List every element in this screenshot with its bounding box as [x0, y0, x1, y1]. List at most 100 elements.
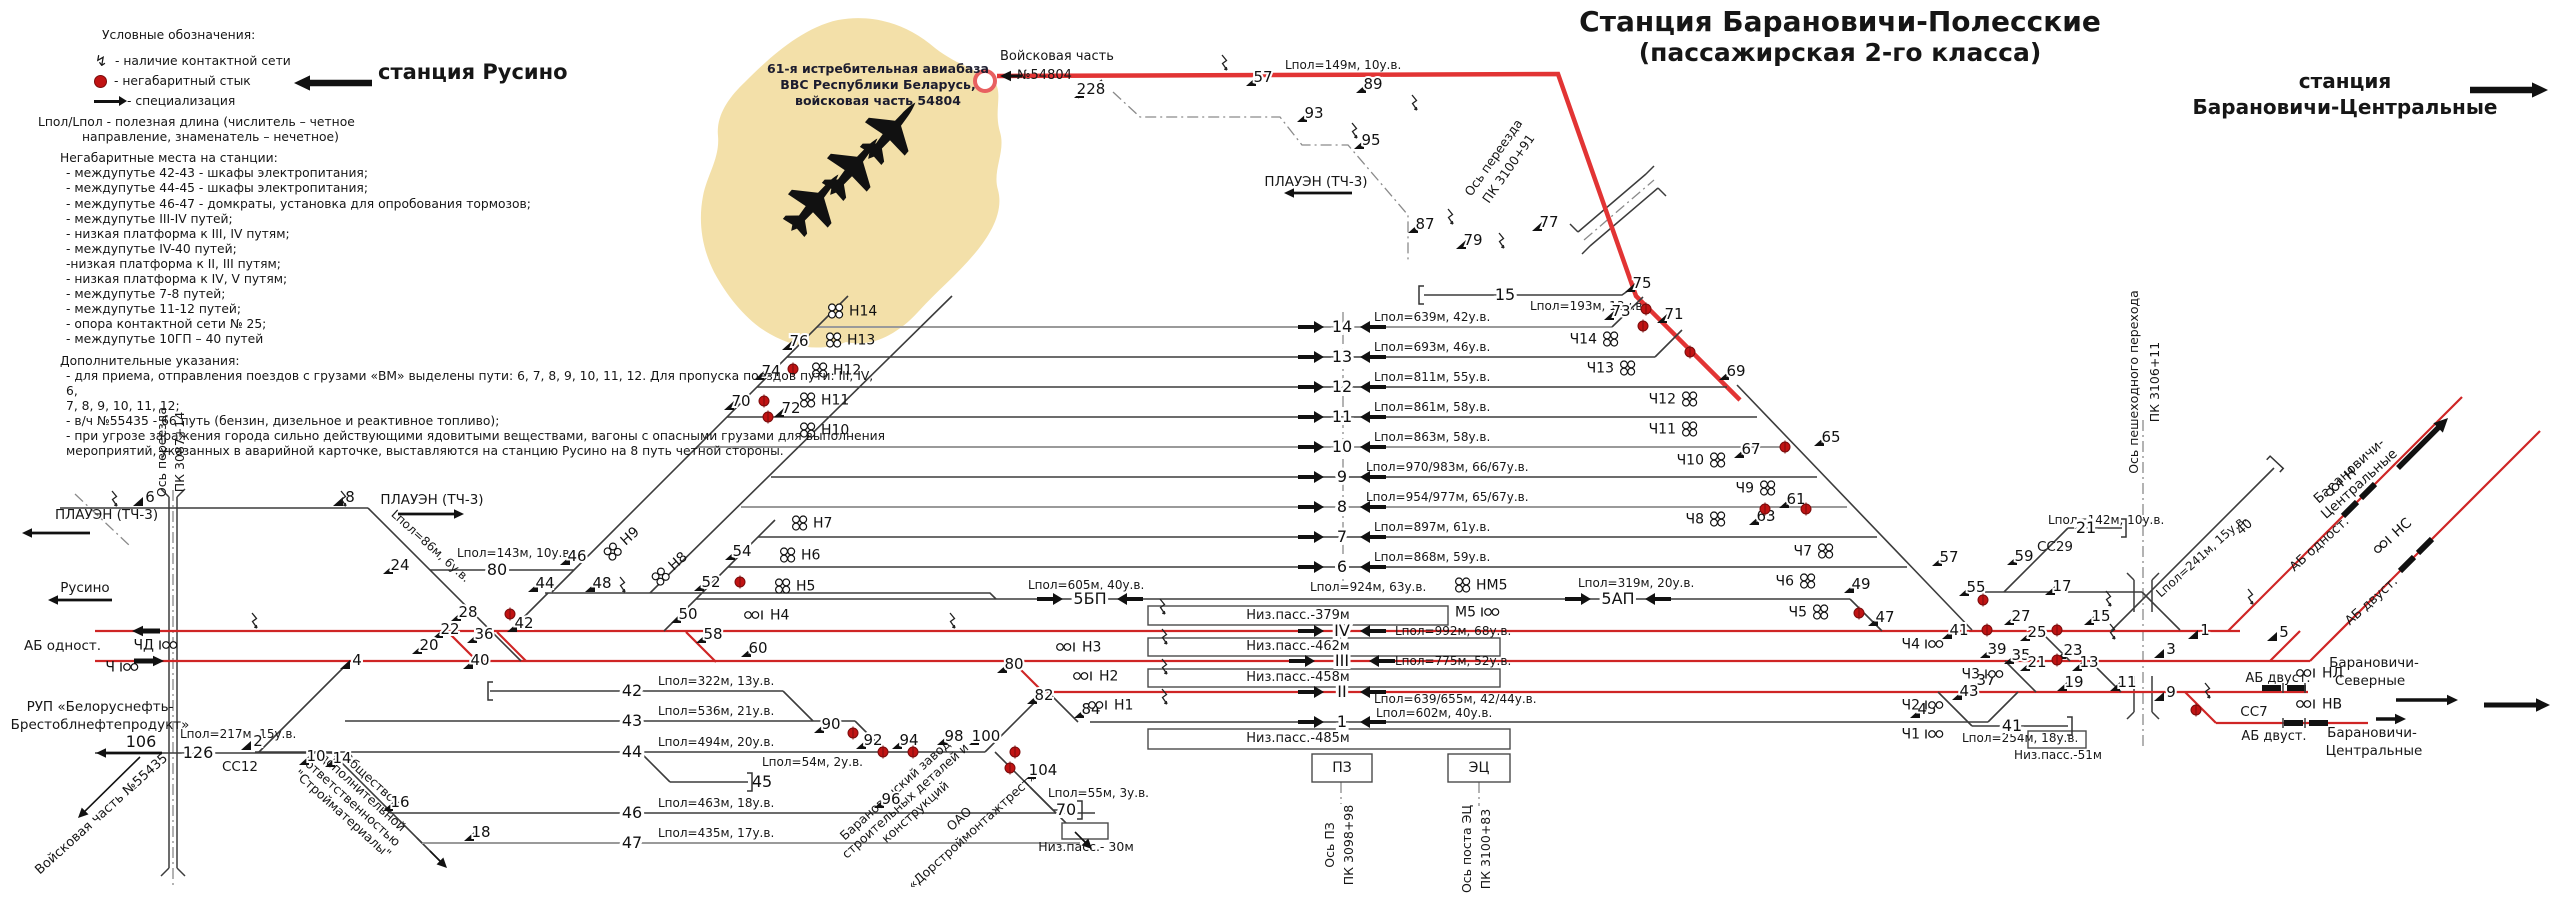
signal-lens-icon: [1454, 584, 1464, 593]
switch-number: 55: [1966, 578, 1985, 596]
signal-lens-icon: [835, 310, 844, 319]
contact-wire-icon: [1161, 658, 1168, 675]
spec-arrow-right-icon: [1298, 471, 1324, 483]
switch-number: 14: [332, 749, 351, 767]
switch-number: 69: [1726, 362, 1745, 380]
switch-number: 60: [748, 639, 767, 657]
signal-lens-icon: [1709, 511, 1719, 520]
contact-wire-icon: [1411, 94, 1418, 111]
switch-number: 4: [352, 651, 362, 669]
signal-lens-icon: [782, 585, 791, 594]
track-number: 7: [1337, 527, 1347, 546]
signal-label: Н4: [770, 608, 790, 624]
signal-lens-icon: [1619, 367, 1629, 376]
legend-item: - междупутье 10ГП – 40 путей: [66, 332, 264, 347]
signal-lens-icon: [123, 663, 131, 671]
signal-icon: Ч7: [1793, 543, 1834, 560]
signal-lens-icon: [169, 641, 178, 649]
switch-mark: [1779, 499, 1789, 508]
track-number: 6: [1337, 557, 1347, 576]
level-crossing-left: [160, 488, 186, 877]
signal-label: Ч8: [1685, 512, 1704, 528]
switch-number: 25: [2027, 623, 2046, 641]
diagram-label: Lпол=322м, 13у.в.: [658, 674, 774, 688]
switch-mark: [1297, 113, 1307, 122]
dwarf-signal-icon: Ч2: [1901, 698, 1944, 714]
switch-mark: [725, 551, 735, 560]
track-number: III: [1335, 651, 1349, 670]
dwarf-signal-icon: НВ: [2296, 697, 2342, 713]
track-end-bracket: [1077, 800, 1083, 820]
diagram-label: Lпол=55м, 3у.в.: [1048, 786, 1149, 800]
diagram-label: Lпол=149м, 10у.в.: [1285, 58, 1401, 72]
switch-mark: [969, 736, 979, 745]
dwarf-signal-icon: Ч3: [1961, 667, 2004, 683]
switch-number: 43: [1959, 682, 1978, 700]
switch-number: 75: [1632, 274, 1651, 292]
switch-mark: [241, 741, 251, 750]
switch-number: 23: [2063, 641, 2082, 659]
military-arrow-head: [1000, 70, 1011, 82]
switch-mark: [383, 802, 393, 811]
signal-icon: Ч14: [1570, 331, 1619, 348]
signal-label: Ч2: [1901, 698, 1920, 714]
signal-lens-icon: [1095, 701, 1104, 709]
switch-number: 57: [1939, 548, 1958, 566]
airbase-area: [700, 18, 1002, 348]
military-terminal-ring: [973, 69, 997, 93]
legend-item: - для приема, отправления поездов с груз…: [66, 368, 874, 383]
diagram-label: ВВС Республики Беларусь,: [780, 77, 975, 92]
signal-lens-icon: [2296, 669, 2304, 677]
signal-icon: Н12: [811, 362, 861, 379]
diagram-label: Lпол=435м, 17у.в.: [658, 826, 774, 840]
switch-number: 35: [2011, 646, 2030, 664]
switch-number: 17: [2052, 577, 2071, 595]
switch-mark: [1959, 587, 1969, 596]
signal-label: Н10: [821, 423, 849, 439]
track-number: 42: [622, 681, 642, 700]
diagram-label: Lпол=897м, 61у.в.: [1374, 520, 1490, 534]
signal-lens-icon: [1935, 701, 1944, 709]
level-crossing-diagonal: [1569, 165, 1667, 255]
spec-arrow-left-icon: [1360, 441, 1386, 453]
signal-lens-icon: [2326, 488, 2334, 496]
track-number: 15: [1495, 285, 1515, 304]
switch-mark: [2072, 662, 2082, 671]
vch55435-arrow: [81, 756, 141, 815]
switch-number: 18: [471, 823, 490, 841]
signal-label: Н9: [618, 524, 643, 549]
signal-lens-icon: [1073, 672, 1081, 680]
signal-label: Н1: [1114, 698, 1133, 714]
signal-lens-icon: [1820, 611, 1829, 620]
signal-label: Ч10: [1677, 453, 1704, 469]
legend-item-text: - специализация: [127, 93, 236, 108]
spec-arrow-right-icon: [1298, 625, 1324, 637]
signal-lens-icon: [1759, 487, 1769, 496]
signal-lens-icon: [1454, 577, 1464, 586]
dwarf-signal-icon: М5: [1455, 605, 1500, 621]
spec-arrow-left-icon: [1360, 531, 1386, 543]
dwarf-signal-icon: НС: [2374, 515, 2415, 553]
signal-label: Н2: [1099, 669, 1118, 685]
contact-wire-icon: [1161, 628, 1168, 645]
switch-mark: [2004, 655, 2014, 664]
spec-arrow-right-icon: [1289, 655, 1315, 667]
platform-462: [1147, 637, 1501, 657]
legend-item: - междупутье 7-8 путей;: [66, 287, 226, 302]
pz-building: [1311, 753, 1373, 783]
signal-icon: Н8: [651, 549, 691, 586]
switch-mark: [1868, 617, 1878, 626]
switch-mark: [1027, 695, 1037, 704]
legend: Условные обозначения: ↯ - наличие контактн…: [36, 28, 916, 459]
signal-icon: Н5: [774, 578, 815, 595]
switch-mark: [507, 623, 517, 632]
switch-mark: [754, 371, 764, 380]
signal-lens-icon: [2374, 545, 2382, 553]
signal-label: Ч6: [1775, 574, 1794, 590]
track-number: 1: [1337, 712, 1347, 731]
switch-mark: [433, 629, 443, 638]
switch-number: 59: [2014, 547, 2033, 565]
switch-number: 48: [592, 574, 611, 592]
diagram-label: Lпол=992м, 68у.в.: [1395, 624, 1511, 638]
